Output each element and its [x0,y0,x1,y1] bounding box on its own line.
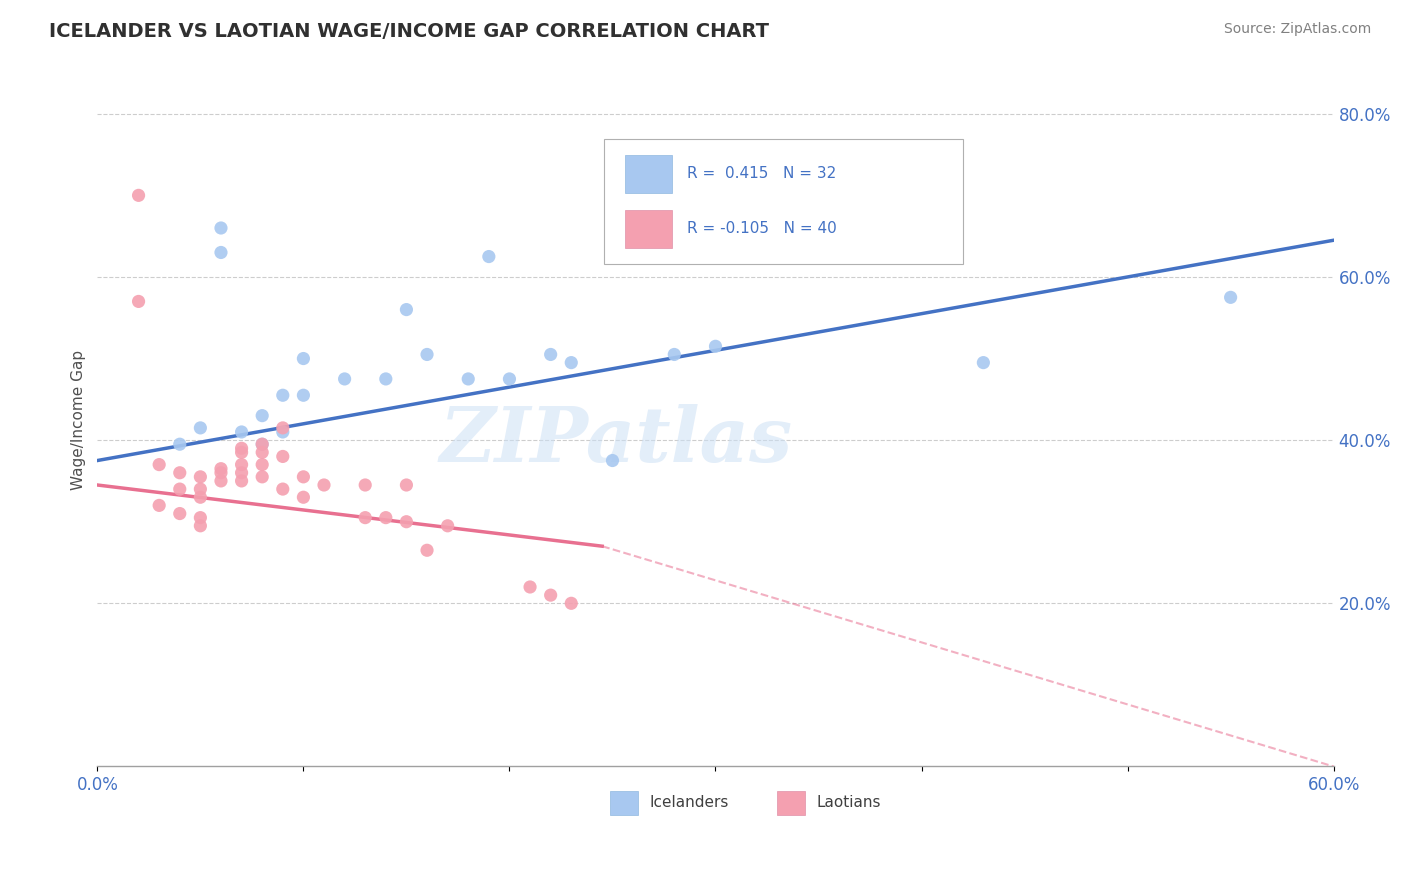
Point [271,482,294,496]
Point [271,388,294,402]
Point [209,466,232,480]
Point [190,470,212,484]
Point [519,580,541,594]
Point [231,425,253,439]
Point [190,421,212,435]
Point [498,372,520,386]
Point [436,518,458,533]
Point [250,437,273,451]
Point [209,474,232,488]
Point [1219,290,1241,304]
Bar [778,790,804,815]
Point [457,372,479,386]
Point [704,339,727,353]
Text: R =  0.415   N = 32: R = 0.415 N = 32 [688,167,837,181]
Point [250,445,273,459]
Point [250,409,273,423]
Point [560,596,582,610]
Point [231,458,253,472]
Point [169,437,191,451]
Point [190,490,212,504]
Text: Source: ZipAtlas.com: Source: ZipAtlas.com [1223,22,1371,37]
Point [312,478,335,492]
Bar [610,790,637,815]
Point [292,351,315,366]
Point [231,445,253,459]
Point [231,466,253,480]
Point [231,474,253,488]
Point [972,356,994,370]
Point [271,421,294,435]
Point [190,518,212,533]
Point [128,188,150,202]
Point [395,515,418,529]
Text: R = -0.105   N = 40: R = -0.105 N = 40 [688,221,837,236]
Point [540,347,562,361]
Point [664,347,686,361]
Point [128,294,150,309]
Point [250,470,273,484]
Point [271,425,294,439]
Point [250,458,273,472]
Point [560,356,582,370]
Point [190,482,212,496]
Point [395,478,418,492]
Point [231,442,253,456]
Point [148,499,170,513]
Point [169,466,191,480]
Point [271,450,294,464]
Text: Laotians: Laotians [817,796,882,811]
Point [395,302,418,317]
Y-axis label: Wage/Income Gap: Wage/Income Gap [72,350,86,490]
Text: ZIPatlas: ZIPatlas [440,403,793,477]
Point [540,588,562,602]
Point [250,437,273,451]
Point [354,510,377,524]
Point [416,543,439,558]
Point [374,372,396,386]
Point [209,221,232,235]
Point [416,347,439,361]
Point [169,507,191,521]
Point [209,461,232,475]
Point [374,510,396,524]
Point [190,510,212,524]
Point [292,470,315,484]
Point [292,490,315,504]
Bar [626,155,672,193]
Point [148,458,170,472]
Text: ICELANDER VS LAOTIAN WAGE/INCOME GAP CORRELATION CHART: ICELANDER VS LAOTIAN WAGE/INCOME GAP COR… [49,22,769,41]
Point [169,482,191,496]
Text: Icelanders: Icelanders [650,796,730,811]
Point [333,372,356,386]
Point [209,245,232,260]
FancyBboxPatch shape [605,139,963,264]
Point [602,453,624,467]
Point [354,478,377,492]
Point [478,250,501,264]
Point [292,388,315,402]
Bar [626,210,672,248]
